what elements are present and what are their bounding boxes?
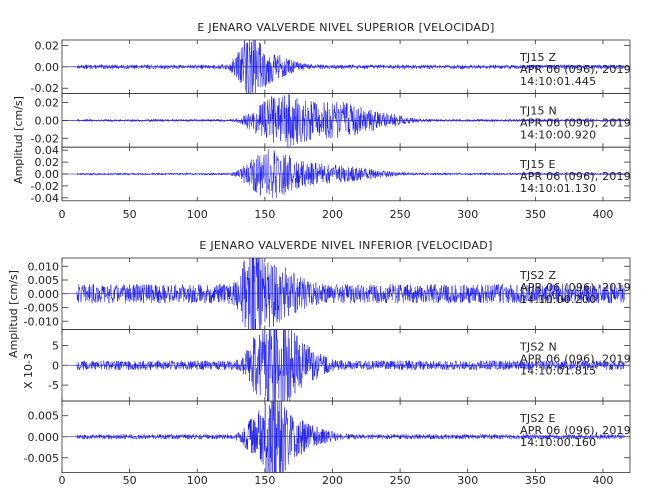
y-tick-label: 0.00 <box>35 114 60 127</box>
x-tick-label: 250 <box>390 474 411 487</box>
y-tick-label: 0 <box>52 359 59 372</box>
station-label: TJS2 Z <box>519 269 556 282</box>
trace-line <box>76 93 625 147</box>
station-label: TJ15 N <box>519 105 557 118</box>
time-label: 14:10:01.130 <box>520 182 596 195</box>
y-tick-label: 0.00 <box>35 168 60 181</box>
y-tick-label: -0.02 <box>31 132 59 145</box>
trace-line <box>76 258 625 330</box>
station-label: TJ15 E <box>519 158 556 171</box>
trace-line <box>76 148 625 199</box>
x-tick-label: 200 <box>322 474 343 487</box>
y-tick-label: 0.02 <box>35 156 60 169</box>
x-tick-label: 50 <box>123 474 137 487</box>
time-label: 14:10:00.160 <box>520 436 596 449</box>
x-tick-label: 0 <box>59 208 66 221</box>
date-label: APR 06 (096), 2019 <box>520 281 631 294</box>
y-tick-label: 0.005 <box>28 274 60 287</box>
time-label: 14:10:01.445 <box>520 75 596 88</box>
x-tick-label: 100 <box>187 208 208 221</box>
x-tick-label: 300 <box>457 208 478 221</box>
x-tick-label: 400 <box>592 208 613 221</box>
date-label: APR 06 (096), 2019 <box>520 353 631 366</box>
y-tick-label: 0.04 <box>35 144 60 157</box>
y-axis-scale-label: X 10-3 <box>22 353 35 389</box>
trace-line <box>76 40 625 94</box>
x-tick-label: 350 <box>525 208 546 221</box>
x-tick-label: 50 <box>123 208 137 221</box>
station-label: TJ15 Z <box>519 51 556 64</box>
y-tick-label: 0.02 <box>35 97 60 110</box>
y-axis-label-superior: Amplitud [cm/s] <box>12 96 25 184</box>
station-label: TJS2 E <box>519 412 556 425</box>
y-axis-label-inferior: Amplitud [cm/s] <box>7 270 20 358</box>
x-tick-label: 300 <box>457 474 478 487</box>
time-label: 14:10:00.200 <box>520 293 596 306</box>
time-label: 14:10:00.920 <box>520 129 596 142</box>
y-tick-label: 0.005 <box>28 410 60 423</box>
x-tick-label: 350 <box>525 474 546 487</box>
time-label: 14:10:01.815 <box>520 365 596 378</box>
x-tick-label: 0 <box>59 474 66 487</box>
y-tick-label: -0.04 <box>31 192 59 205</box>
y-tick-label: -0.010 <box>24 315 59 328</box>
y-tick-label: -5 <box>48 379 59 392</box>
x-tick-label: 200 <box>322 208 343 221</box>
y-tick-label: -0.005 <box>24 302 59 315</box>
y-tick-label: 0.010 <box>28 260 60 273</box>
y-tick-label: 0.000 <box>28 288 60 301</box>
x-tick-label: 250 <box>390 208 411 221</box>
y-tick-label: 0.000 <box>28 431 60 444</box>
y-tick-label: -0.005 <box>24 452 59 465</box>
x-tick-label: 400 <box>592 474 613 487</box>
date-label: APR 06 (096), 2019 <box>520 170 631 183</box>
x-tick-label: 150 <box>254 474 275 487</box>
y-tick-label: 5 <box>52 339 59 352</box>
chart-title-superior: E JENARO VALVERDE NIVEL SUPERIOR [VELOCI… <box>197 21 494 34</box>
date-label: APR 06 (096), 2019 <box>520 63 631 76</box>
date-label: APR 06 (096), 2019 <box>520 424 631 437</box>
date-label: APR 06 (096), 2019 <box>520 117 631 130</box>
trace-line <box>76 329 625 401</box>
chart-title-inferior: E JENARO VALVERDE NIVEL INFERIOR [VELOCI… <box>199 239 492 252</box>
y-tick-label: -0.02 <box>31 82 59 95</box>
x-tick-label: 100 <box>187 474 208 487</box>
y-tick-label: 0.02 <box>35 39 60 52</box>
x-tick-label: 150 <box>254 208 275 221</box>
y-tick-label: 0.00 <box>35 61 60 74</box>
station-label: TJS2 N <box>519 341 557 354</box>
y-tick-label: -0.02 <box>31 180 59 193</box>
trace-line <box>76 401 625 473</box>
